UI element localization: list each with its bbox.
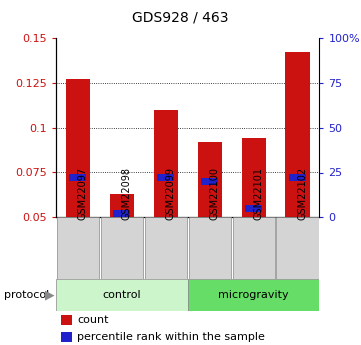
- Bar: [197, 142, 222, 217]
- Bar: [61, 315, 72, 325]
- Bar: [57, 217, 99, 279]
- Bar: [66, 79, 90, 217]
- Text: GSM22098: GSM22098: [122, 167, 132, 220]
- Text: count: count: [77, 315, 109, 325]
- Bar: [286, 52, 310, 217]
- Text: protocol: protocol: [4, 290, 52, 300]
- Bar: [110, 194, 134, 217]
- Bar: [201, 178, 218, 185]
- Text: percentile rank within the sample: percentile rank within the sample: [77, 332, 265, 342]
- Bar: [113, 210, 130, 217]
- Bar: [245, 205, 262, 212]
- Text: ▶: ▶: [44, 288, 54, 302]
- Text: GSM22100: GSM22100: [210, 167, 220, 220]
- Bar: [56, 279, 188, 311]
- Bar: [277, 217, 319, 279]
- Bar: [61, 332, 72, 342]
- Text: GDS928 / 463: GDS928 / 463: [132, 10, 229, 24]
- Bar: [157, 174, 174, 181]
- Bar: [69, 174, 86, 181]
- Bar: [232, 217, 275, 279]
- Bar: [145, 217, 187, 279]
- Bar: [188, 279, 319, 311]
- Bar: [289, 174, 306, 181]
- Bar: [188, 217, 231, 279]
- Text: control: control: [103, 290, 141, 300]
- Bar: [101, 217, 143, 279]
- Bar: [154, 110, 178, 217]
- Text: GSM22101: GSM22101: [253, 167, 264, 220]
- Text: GSM22102: GSM22102: [297, 167, 308, 220]
- Text: GSM22099: GSM22099: [166, 167, 176, 220]
- Text: microgravity: microgravity: [218, 290, 289, 300]
- Text: GSM22097: GSM22097: [78, 167, 88, 220]
- Bar: [242, 138, 266, 217]
